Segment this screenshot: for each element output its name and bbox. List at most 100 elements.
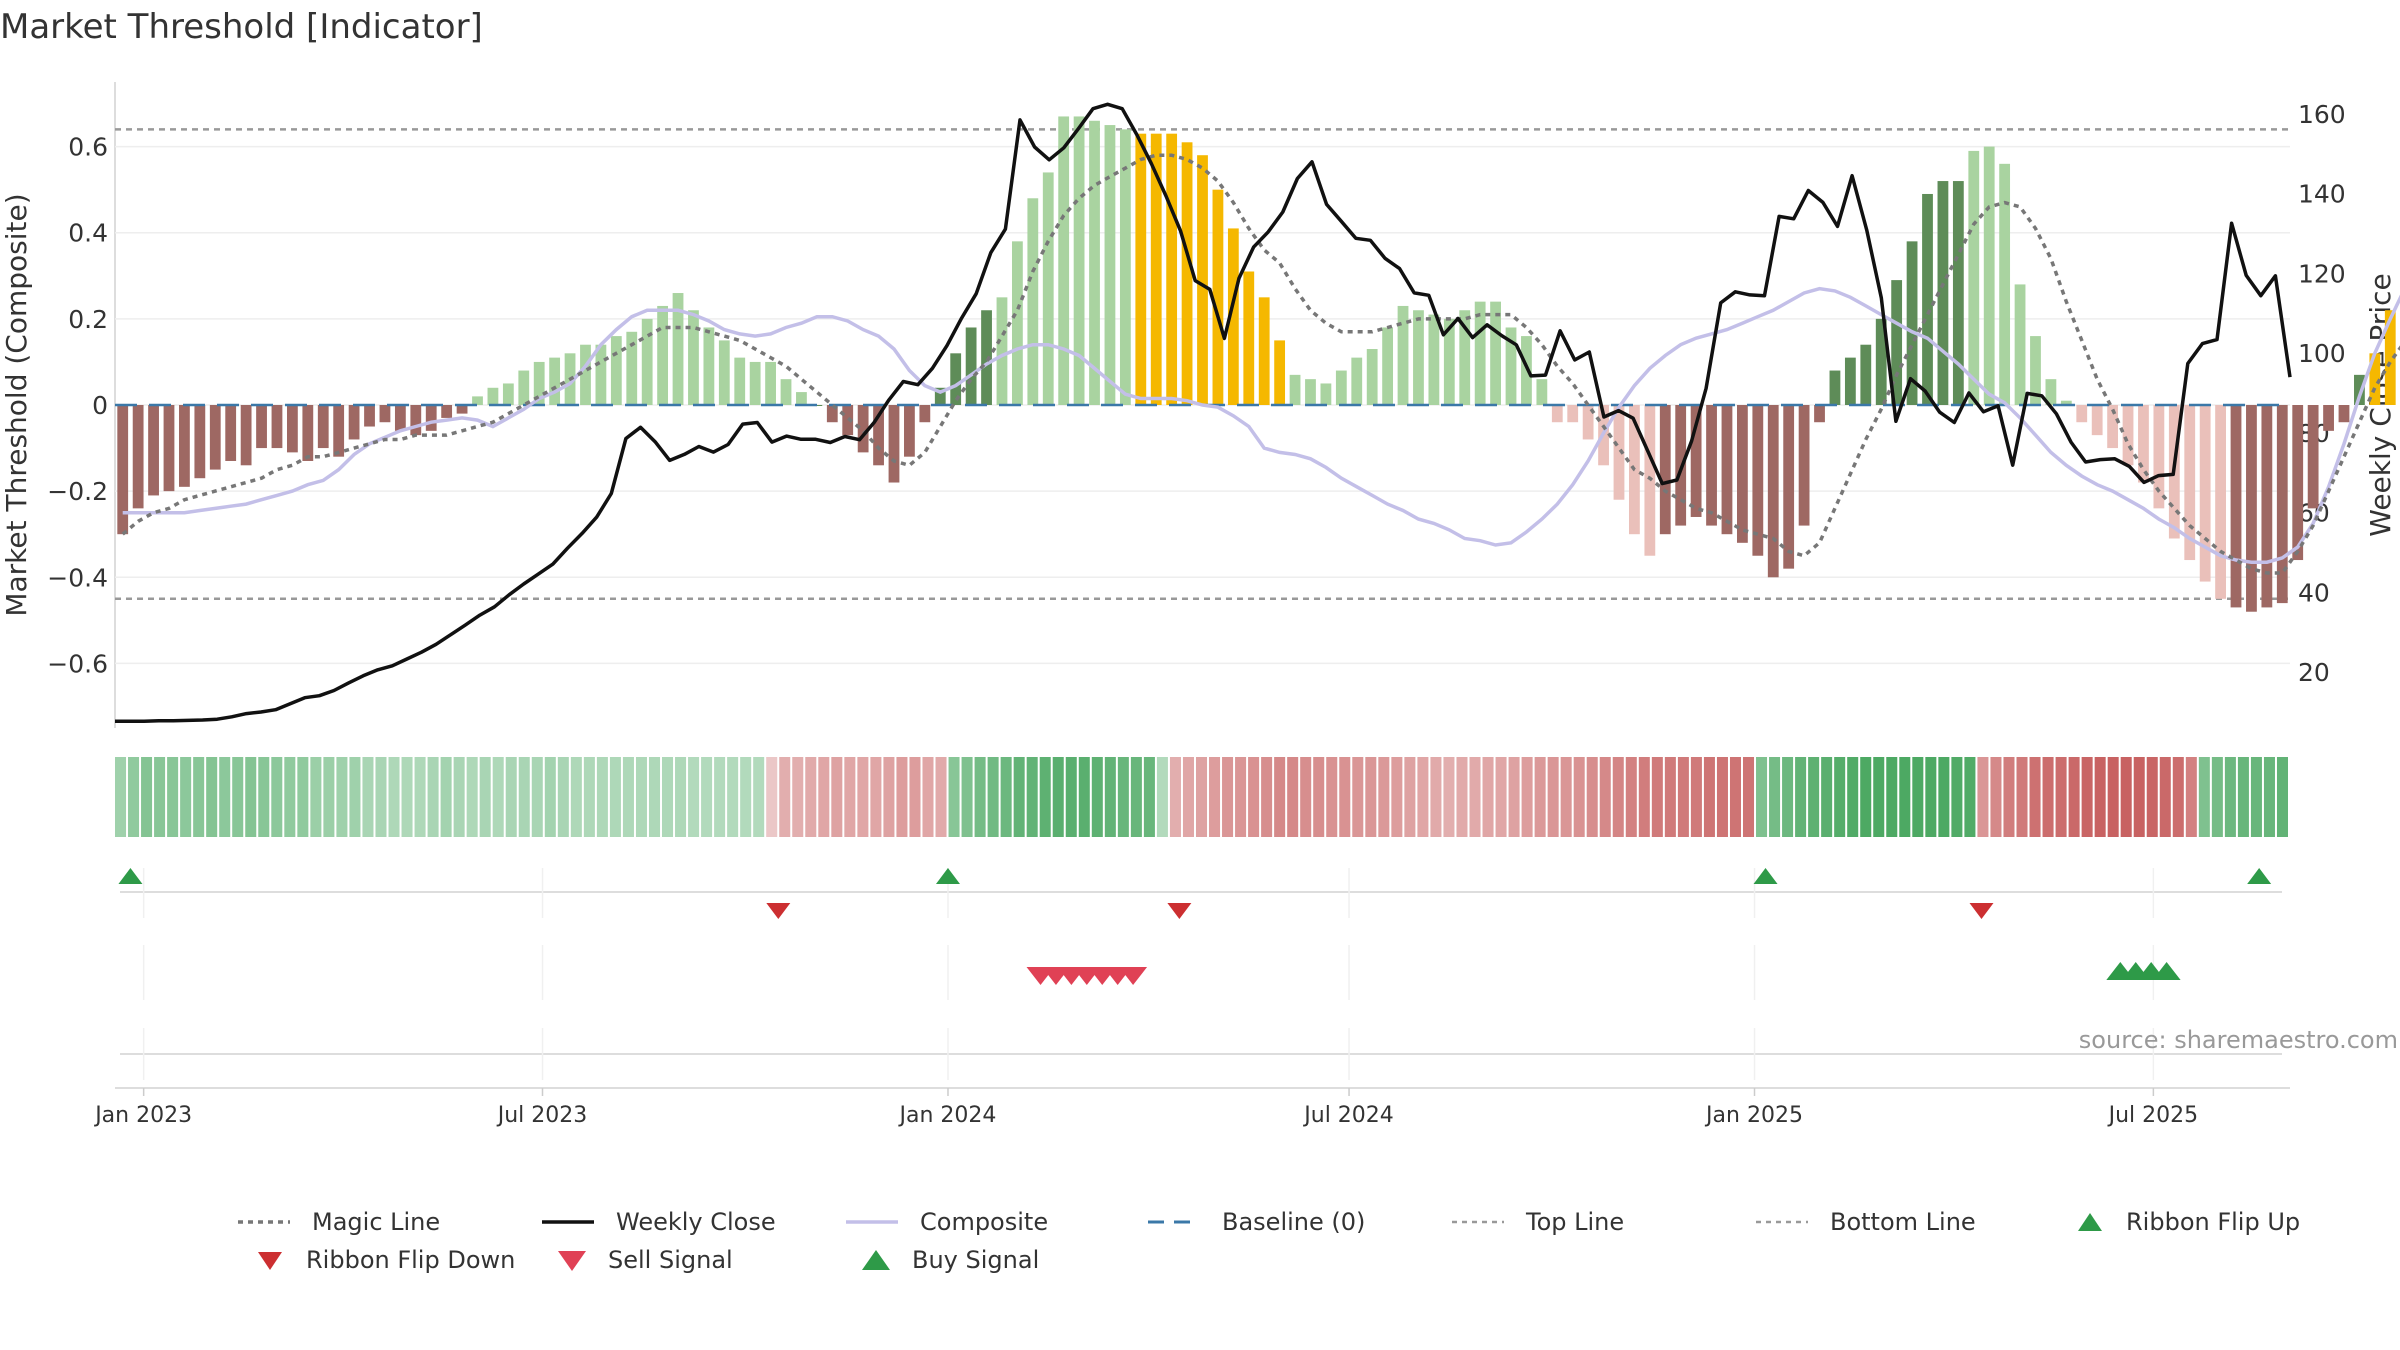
- bar: [1428, 314, 1440, 405]
- ribbon-cell: [1469, 757, 1481, 837]
- bar: [2384, 310, 2396, 405]
- bar: [688, 310, 699, 405]
- bar: [610, 336, 622, 405]
- ribbon-cell: [2094, 757, 2106, 837]
- bar: [1551, 405, 1563, 423]
- ribbon-cell: [1560, 757, 1572, 837]
- ribbon-cell: [531, 757, 543, 837]
- bar: [1258, 297, 1270, 405]
- ribbon-cell: [2185, 757, 2197, 837]
- bar: [163, 405, 175, 492]
- ribbon-cell: [1951, 757, 1963, 837]
- bar: [1119, 129, 1131, 405]
- bar: [2323, 405, 2334, 431]
- ribbon-cell: [1625, 757, 1637, 837]
- legend-item-baseline: Baseline (0): [1146, 1205, 1365, 1239]
- ribbon-cell: [1065, 757, 1077, 837]
- bar: [765, 361, 776, 405]
- ribbon-cell: [245, 757, 257, 837]
- bar: [1150, 133, 1162, 405]
- bar: [2014, 284, 2026, 405]
- bar: [1042, 172, 1054, 405]
- ribbon-cell: [206, 757, 218, 837]
- legend-item-ribbon-flip-up: Ribbon Flip Up: [2074, 1205, 2300, 1239]
- bar: [1027, 198, 1039, 405]
- ribbon-cell: [961, 757, 973, 837]
- ribbon-cell: [740, 757, 752, 837]
- bar: [641, 318, 653, 405]
- bar: [2261, 405, 2273, 608]
- ribbon-cell: [336, 757, 348, 837]
- chart-title: Market Threshold [Indicator]: [0, 7, 483, 47]
- bar: [317, 405, 329, 449]
- dotted-line-icon: [238, 1220, 290, 1224]
- ribbon-cell: [1612, 757, 1624, 837]
- bar: [179, 405, 190, 487]
- legend-item-magic-line: Magic Line: [236, 1205, 440, 1239]
- bar: [425, 405, 437, 431]
- ribbon-cell: [297, 757, 309, 837]
- ribbon-cell: [401, 757, 413, 837]
- bar: [2215, 405, 2226, 599]
- ribbon-cell: [1013, 757, 1025, 837]
- bar: [1922, 193, 1933, 405]
- ribbon-cell: [232, 757, 244, 837]
- bar: [2045, 379, 2057, 405]
- ribbon-cell: [1534, 757, 1546, 837]
- ribbon-cell: [1261, 757, 1273, 837]
- lower-panel-grid: [115, 868, 2290, 1089]
- bar: [1752, 405, 1764, 556]
- bar: [1058, 116, 1070, 405]
- ribbon-cell: [2263, 757, 2275, 837]
- right-y-tick-labels: 20406080100120140160: [2298, 100, 2346, 687]
- bar: [1104, 125, 1116, 406]
- ribbon-cell: [596, 757, 608, 837]
- y-tick-label-right: 160: [2298, 100, 2346, 129]
- ribbon-cell: [2120, 757, 2132, 837]
- bar: [1798, 405, 1810, 526]
- legend-label: Buy Signal: [912, 1246, 1040, 1274]
- ribbon-cell: [870, 757, 882, 837]
- ribbon-cell: [284, 757, 296, 837]
- bar: [1166, 133, 1178, 405]
- ribbon-cell: [2081, 757, 2093, 837]
- bar: [996, 297, 1008, 405]
- x-tick-label: Jan 2025: [1704, 1103, 1803, 1128]
- ribbon-cell: [1456, 757, 1468, 837]
- bar: [1011, 241, 1023, 405]
- ribbon-cell: [115, 757, 127, 837]
- ribbon-cell: [987, 757, 999, 837]
- bar: [348, 405, 360, 440]
- ribbon-cell: [2068, 757, 2080, 837]
- bar: [1706, 405, 1717, 526]
- bar: [1659, 405, 1671, 535]
- bar: [117, 405, 129, 535]
- y-tick-label-right: 20: [2298, 658, 2330, 687]
- bar: [1351, 357, 1363, 405]
- bar: [2138, 405, 2149, 483]
- ribbon-cell: [1599, 757, 1611, 837]
- bar: [194, 405, 206, 479]
- bar: [271, 405, 283, 449]
- ribbon-cell: [1143, 757, 1155, 837]
- ribbon-cell: [1938, 757, 1950, 837]
- bar: [1968, 150, 1980, 405]
- ribbon-cell: [557, 757, 569, 837]
- ribbon-cell: [1209, 757, 1221, 837]
- composite-line: [122, 286, 2400, 564]
- gray-dotted-line-icon: [1452, 1220, 1504, 1224]
- ribbon-cell: [1300, 757, 1312, 837]
- bar: [2076, 405, 2088, 423]
- legend-item-weekly-close: Weekly Close: [540, 1205, 776, 1239]
- ribbon-cell: [362, 757, 374, 837]
- bar: [718, 340, 730, 405]
- bar: [256, 405, 267, 449]
- ribbon-cell: [1235, 757, 1247, 837]
- bar: [2369, 353, 2381, 405]
- bar: [441, 405, 453, 418]
- ribbon-cell: [1547, 757, 1559, 837]
- bar: [2276, 405, 2288, 604]
- ribbon-cell: [792, 757, 804, 837]
- legend-item-bottom-line: Bottom Line: [1754, 1205, 1976, 1239]
